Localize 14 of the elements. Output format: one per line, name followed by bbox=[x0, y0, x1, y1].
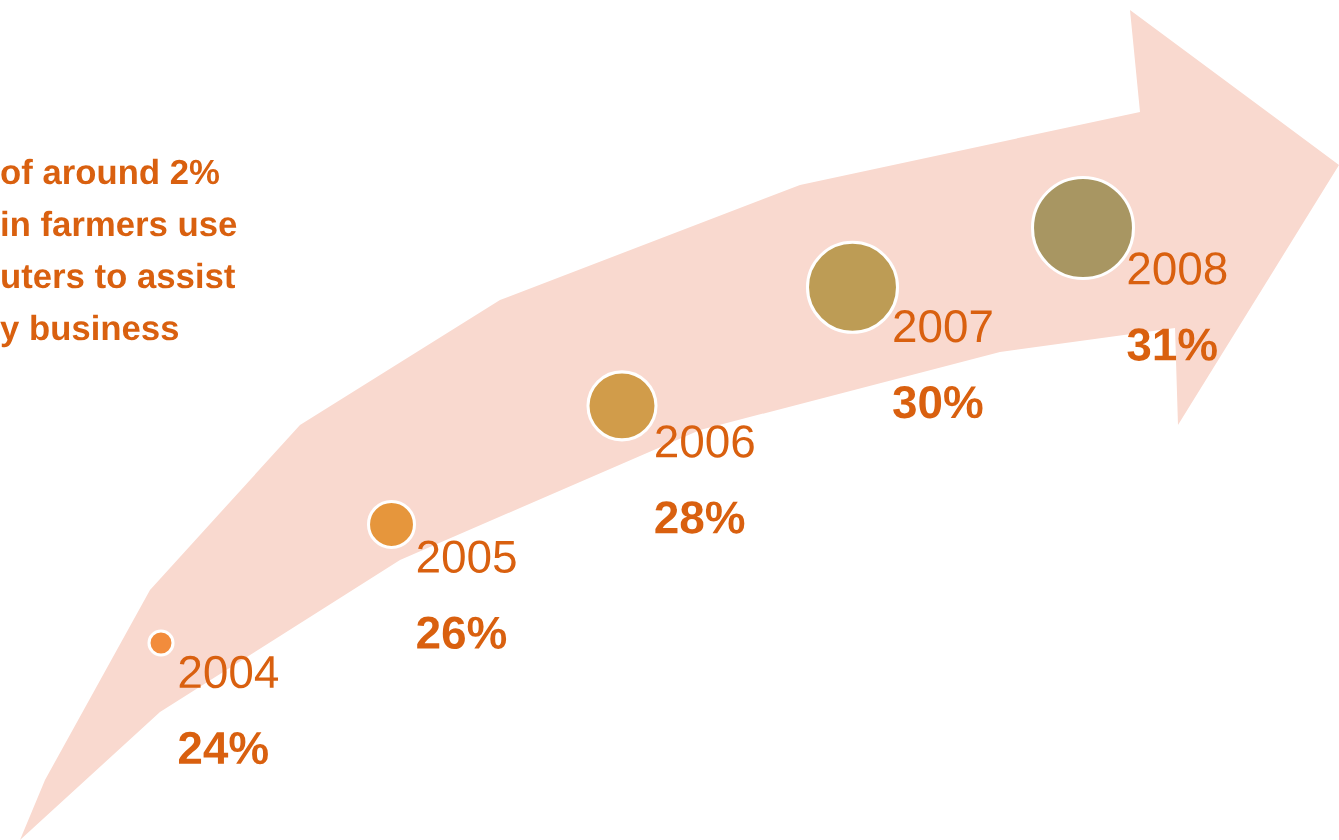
category-label: 2008 bbox=[1128, 252, 1227, 285]
data-label: 26% bbox=[417, 616, 507, 649]
data-label: 24% bbox=[178, 731, 268, 765]
text: y business bbox=[0, 314, 179, 348]
text: in farmers use bbox=[2, 210, 237, 237]
category-label: 2005 bbox=[417, 540, 516, 573]
category-label: 2007 bbox=[894, 310, 992, 343]
data-label: 30% bbox=[893, 386, 983, 419]
data-label: 28% bbox=[655, 501, 745, 534]
text: of around 2% bbox=[1, 158, 219, 185]
category-label: 2006 bbox=[656, 425, 754, 458]
text: uters to assist bbox=[2, 262, 235, 289]
data-label: 31% bbox=[1127, 328, 1217, 361]
category-label: 2004 bbox=[179, 655, 279, 689]
